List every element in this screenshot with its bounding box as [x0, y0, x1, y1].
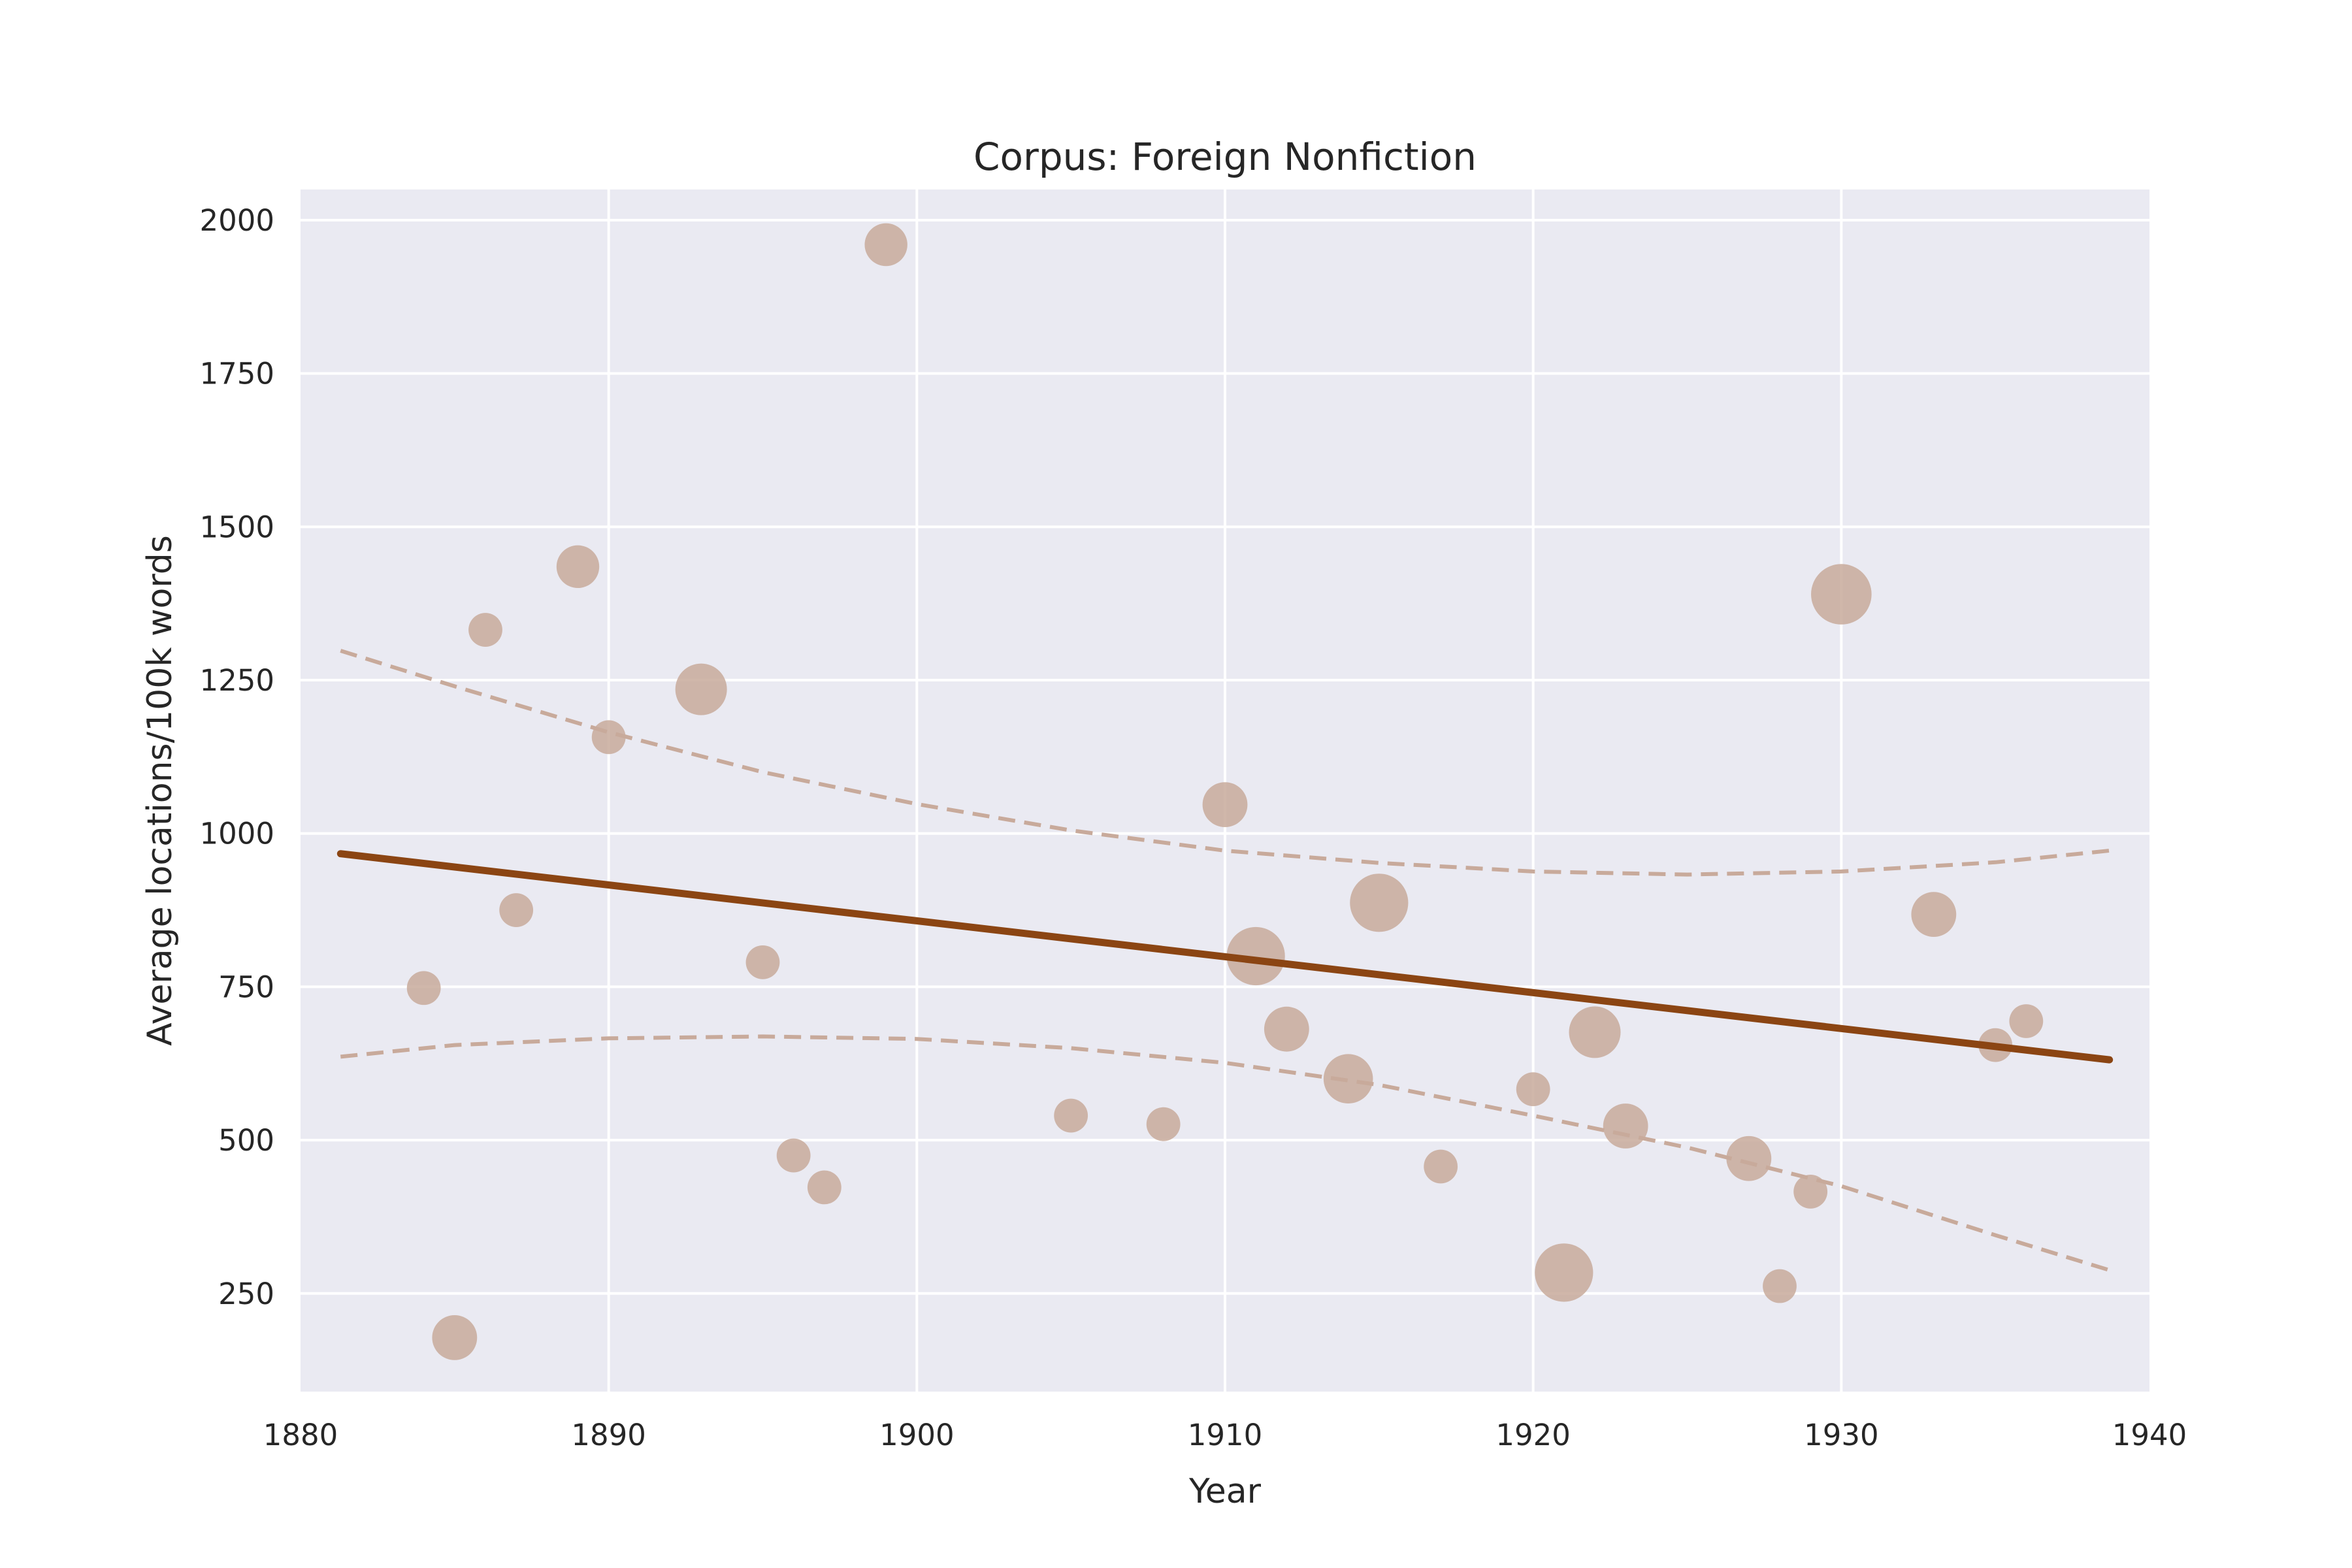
y-tick-label: 250	[218, 1277, 274, 1311]
scatter-point	[556, 545, 600, 589]
scatter-point	[807, 1170, 841, 1205]
y-tick-label: 1500	[199, 510, 274, 544]
scatter-point	[1323, 1054, 1373, 1104]
scatter-point	[675, 663, 727, 715]
x-tick-label: 1890	[571, 1418, 646, 1452]
scatter-point	[1202, 782, 1248, 827]
x-tick-label: 1920	[1495, 1418, 1571, 1452]
scatter-point	[1054, 1098, 1088, 1133]
scatter-point	[468, 613, 502, 647]
x-tick-label: 1940	[2112, 1418, 2187, 1452]
scatter-point	[1911, 892, 1957, 938]
lower-confidence-band	[340, 1034, 2110, 1272]
y-tick-label: 750	[218, 970, 274, 1004]
y-tick-label: 1750	[199, 357, 274, 391]
y-tick-label: 1000	[199, 817, 274, 851]
y-axis-label: Average locations/100k words	[140, 535, 180, 1046]
scatter-point	[1424, 1149, 1458, 1184]
scatter-point	[1603, 1103, 1648, 1149]
y-tick-labels: 250 500 750 1000 1250 1500 1750 2000	[199, 203, 274, 1311]
y-tick-label: 1250	[199, 663, 274, 698]
scatter-point	[1763, 1269, 1797, 1303]
scatter-point	[2009, 1004, 2044, 1038]
scatter-point	[1793, 1175, 1828, 1209]
confidence-bands	[340, 649, 2110, 1272]
scatter-point	[1350, 874, 1409, 932]
scatter-point	[1226, 926, 1285, 986]
x-axis-label: Year	[1188, 1472, 1262, 1511]
data-points	[406, 223, 2044, 1360]
x-tick-label: 1900	[879, 1418, 955, 1452]
scatter-point	[864, 223, 907, 267]
trend-line-group	[336, 850, 2114, 1064]
scatter-point	[1264, 1006, 1309, 1052]
trend-line	[336, 850, 2114, 1064]
y-tick-label: 2000	[199, 203, 274, 238]
scatter-point	[745, 945, 780, 979]
scatter-point	[1569, 1006, 1621, 1058]
scatter-point	[499, 893, 534, 927]
scatter-point	[406, 971, 441, 1005]
scatter-point	[1146, 1107, 1181, 1141]
scatter-point	[1811, 564, 1872, 625]
scatter-point	[591, 720, 626, 755]
scatter-point	[1726, 1135, 1772, 1181]
scatter-point	[432, 1315, 478, 1360]
x-tick-label: 1930	[1804, 1418, 1879, 1452]
upper-confidence-band	[340, 649, 2110, 877]
chart-title: Corpus: Foreign Nonfiction	[973, 135, 1477, 179]
x-tick-label: 1910	[1188, 1418, 1263, 1452]
x-tick-label: 1880	[263, 1418, 338, 1452]
y-tick-label: 500	[218, 1123, 274, 1158]
x-tick-labels: 1880 1890 1900 1910 1920 1930 1940	[263, 1418, 2187, 1452]
scatter-point	[1535, 1243, 1593, 1302]
scatter-point	[776, 1138, 811, 1173]
scatter-point	[1516, 1072, 1550, 1107]
